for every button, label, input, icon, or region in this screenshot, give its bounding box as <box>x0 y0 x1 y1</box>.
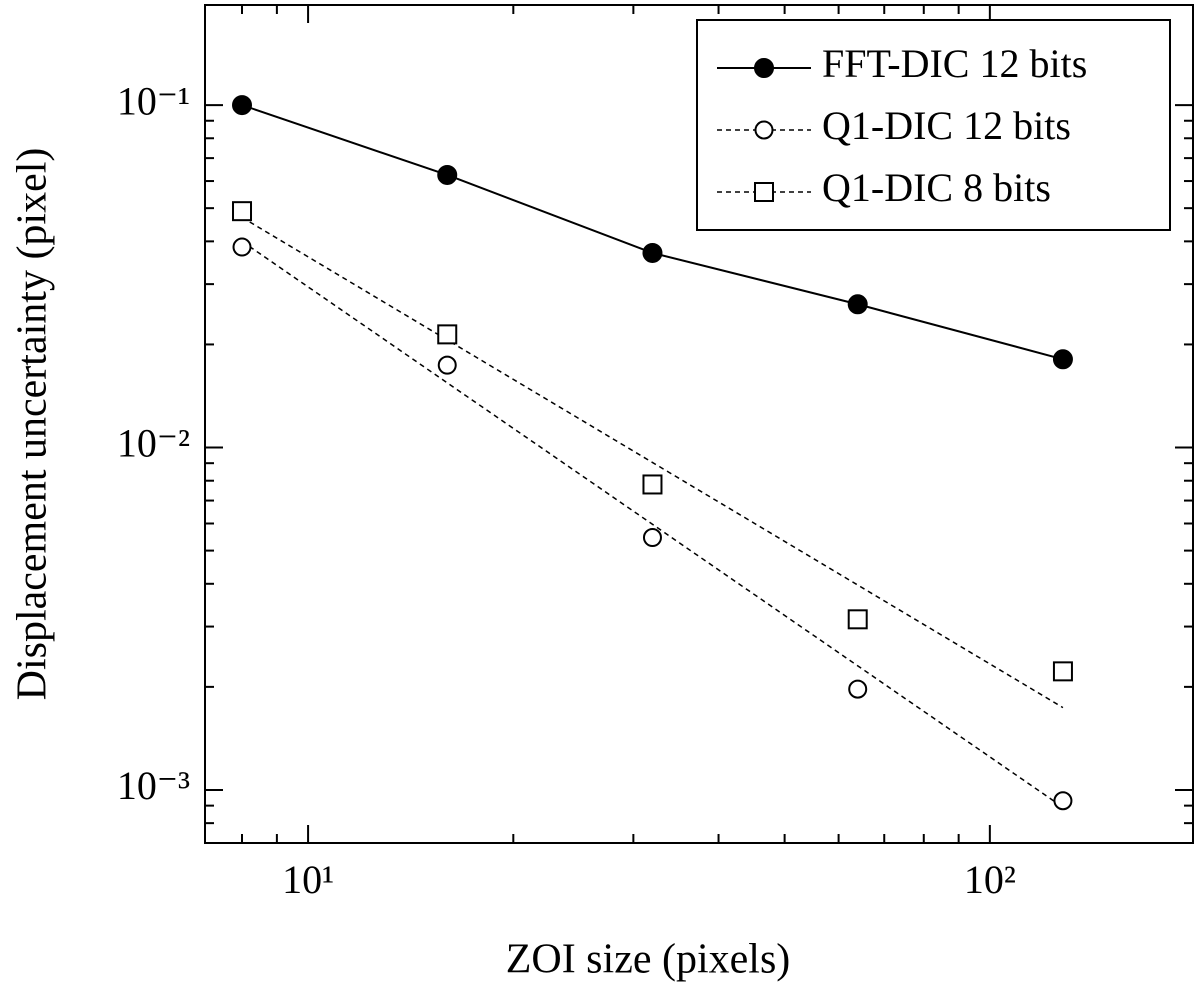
marker <box>847 294 868 315</box>
marker <box>437 355 457 375</box>
y-tick-label: 10⁻³ <box>117 763 190 808</box>
marker <box>1052 349 1073 370</box>
marker <box>642 528 662 548</box>
x-tick-label: 10¹ <box>282 857 334 902</box>
marker <box>232 201 253 222</box>
legend-marker <box>754 182 774 202</box>
marker <box>642 474 663 495</box>
legend-label: FFT-DIC 12 bits <box>822 41 1087 86</box>
legend-marker <box>754 120 774 140</box>
marker <box>642 242 663 263</box>
marker <box>232 95 253 116</box>
y-tick-label: 10⁻¹ <box>117 78 190 123</box>
y-tick-label: 10⁻² <box>117 421 190 466</box>
marker <box>437 324 458 345</box>
marker <box>1052 661 1073 682</box>
legend-marker <box>754 58 774 78</box>
x-tick-label: 10² <box>964 857 1016 902</box>
fit-line <box>241 216 1064 709</box>
plot-frame <box>204 4 1194 844</box>
legend-label: Q1-DIC 8 bits <box>822 165 1051 210</box>
marker <box>1053 791 1073 811</box>
fit-line <box>241 240 1064 808</box>
legend-box <box>696 19 1171 231</box>
legend-label: Q1-DIC 12 bits <box>822 103 1071 148</box>
y-axis-label: Displacement uncertainty (pixel) <box>10 148 56 701</box>
marker <box>847 609 868 630</box>
x-axis-label: ZOI size (pixels) <box>506 937 791 983</box>
marker <box>232 237 252 257</box>
marker <box>437 164 458 185</box>
marker <box>848 679 868 699</box>
